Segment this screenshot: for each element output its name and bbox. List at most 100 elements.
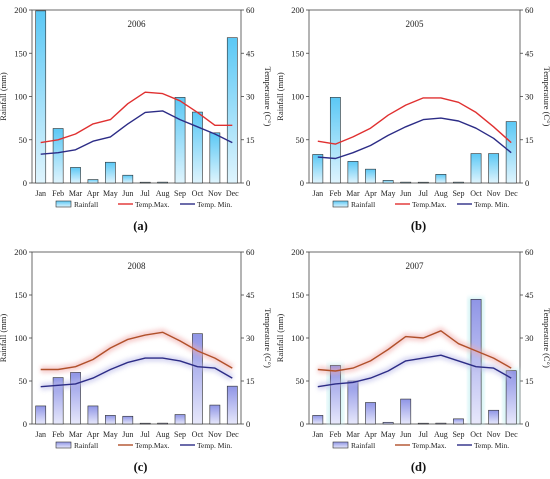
chart-title: 2006	[128, 19, 147, 29]
x-tick-label: May	[381, 430, 396, 439]
x-tick-label: Nov	[487, 430, 501, 439]
y2-axis-label: Temperature (C°)	[542, 308, 550, 368]
rainfall-bar	[226, 385, 238, 425]
legend-label-temp-max: Temp.Max.	[135, 200, 170, 209]
chart-panel-0: 2006 0 50 100 150 200 0 15 30 45 60 Rainfall (mm) Te…	[0, 5, 273, 233]
x-tick-label: Mar	[69, 430, 83, 439]
temp-max-line	[317, 97, 512, 145]
rainfall-bar	[453, 418, 464, 425]
y2-tick-label: 15	[525, 135, 534, 145]
rainfall-bar	[312, 154, 324, 184]
y2-tick-label: 15	[246, 135, 255, 145]
rainfall-bar	[400, 181, 412, 184]
rainfall-bar	[209, 132, 221, 184]
x-tick-label: Oct	[192, 430, 204, 439]
x-tick-label: Jan	[35, 189, 46, 198]
x-tick-label: Apr	[87, 189, 100, 198]
y-tick-label: 200	[14, 247, 27, 257]
x-tick-label: Jul	[419, 189, 429, 198]
y2-axis-label: Temperature (C°)	[263, 308, 273, 368]
x-tick-label: Aug	[434, 189, 448, 198]
y-tick-label: 150	[14, 48, 27, 58]
panel-label: (d)	[411, 460, 426, 474]
x-tick-label: Sep	[452, 430, 464, 439]
rainfall-bar	[139, 422, 151, 425]
x-tick-label: Apr	[364, 189, 377, 198]
y-tick-label: 50	[19, 135, 28, 145]
rainfall-bar	[382, 421, 394, 425]
y2-tick-label: 45	[246, 48, 255, 58]
rainfall-bar	[35, 10, 47, 184]
y2-tick-label: 60	[246, 5, 255, 15]
rainfall-bar	[157, 181, 168, 184]
rainfall-bar	[365, 402, 376, 425]
y2-tick-label: 30	[246, 92, 255, 102]
rainfall-bar	[122, 415, 134, 425]
x-tick-label: May	[103, 430, 118, 439]
y-axis-label: Rainfall (mm)	[275, 314, 285, 363]
rainfall-bar	[192, 333, 203, 425]
x-tick-label: Jun	[400, 430, 411, 439]
rainfall-bar	[87, 405, 99, 425]
rainfall-bar	[347, 161, 359, 184]
y2-tick-label: 15	[246, 376, 255, 386]
temp-max-line	[317, 330, 512, 372]
rainfall-bar	[488, 153, 500, 184]
x-tick-label: Aug	[156, 189, 170, 198]
x-tick-label: Apr	[364, 430, 377, 439]
y2-tick-label: 60	[525, 5, 534, 15]
x-tick-label: May	[381, 189, 396, 198]
y2-tick-label: 15	[525, 376, 534, 386]
chart-panel-3: 2007 0 50 100 150 200 0 15 30 45 60 Rainfall (mm) Te…	[275, 247, 550, 474]
rainfall-bar	[87, 179, 99, 184]
x-tick-label: Feb	[329, 189, 341, 198]
y2-tick-label: 0	[525, 178, 529, 188]
y2-tick-label: 0	[246, 178, 250, 188]
rainfall-bar	[347, 380, 359, 425]
legend-label-temp-min: Temp. Min.	[474, 441, 509, 450]
rainfall-bar	[174, 97, 186, 184]
x-tick-label: Oct	[470, 430, 482, 439]
y2-axis-label: Temperature (C°)	[542, 67, 550, 127]
legend-label-temp-max: Temp.Max.	[135, 441, 170, 450]
rainfall-bar	[488, 409, 500, 425]
y-tick-label: 0	[300, 178, 304, 188]
panel-label: (b)	[411, 219, 426, 233]
rainfall-bar	[505, 370, 517, 425]
rainfall-bar	[453, 181, 464, 184]
legend-label-rainfall: Rainfall	[351, 441, 375, 450]
legend-label-temp-max: Temp.Max.	[412, 200, 447, 209]
y-axis-label: Rainfall (mm)	[0, 72, 8, 121]
x-tick-label: Dec	[226, 430, 239, 439]
x-tick-label: Jun	[122, 430, 133, 439]
y-tick-label: 200	[291, 5, 304, 15]
x-tick-label: Feb	[52, 189, 64, 198]
legend-swatch-rainfall	[332, 200, 349, 208]
rainfall-bar	[70, 167, 81, 184]
y2-tick-label: 60	[525, 247, 534, 257]
y2-tick-label: 60	[246, 247, 255, 257]
x-tick-label: Aug	[434, 430, 448, 439]
legend-swatch-rainfall	[332, 441, 349, 449]
legend-label-temp-min: Temp. Min.	[197, 441, 232, 450]
x-tick-label: Sep	[174, 430, 186, 439]
x-tick-label: Aug	[156, 430, 170, 439]
rainfall-bar	[470, 298, 482, 425]
y-tick-label: 100	[291, 92, 304, 102]
temp-min-line	[40, 357, 233, 388]
x-tick-label: Oct	[192, 189, 204, 198]
x-tick-label: Sep	[174, 189, 186, 198]
legend-label-rainfall: Rainfall	[351, 200, 375, 209]
panel-label: (a)	[133, 219, 148, 233]
y-axis-label: Rainfall (mm)	[0, 314, 8, 363]
legend-label-temp-min: Temp. Min.	[197, 200, 232, 209]
rainfall-bar	[35, 405, 47, 425]
legend-label-temp-min: Temp. Min.	[474, 200, 509, 209]
x-tick-label: Dec	[505, 189, 518, 198]
y-tick-label: 150	[14, 290, 27, 300]
y-tick-label: 100	[14, 92, 27, 102]
x-tick-label: Mar	[346, 189, 360, 198]
legend-label-rainfall: Rainfall	[74, 200, 98, 209]
rainfall-bar	[52, 128, 64, 184]
chart-title: 2007	[406, 261, 425, 271]
